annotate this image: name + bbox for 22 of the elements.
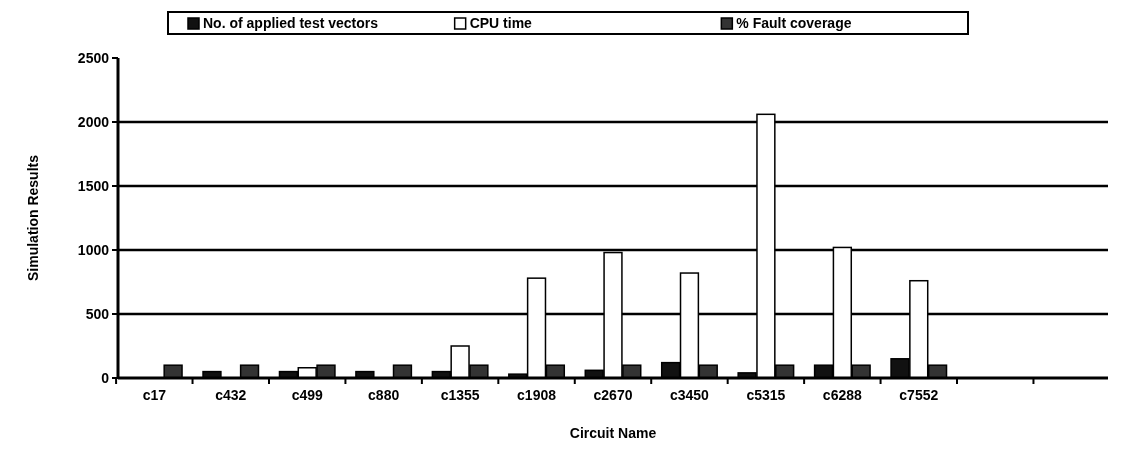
x-tick-label: c7552 [899,387,939,403]
x-tick-label: c6288 [822,387,863,403]
y-tick-label: 0 [101,369,110,386]
y-tick-label: 2000 [77,113,110,130]
legend-label: % Fault coverage [736,15,852,31]
x-tick-label: c499 [291,387,323,403]
x-axis-title: Circuit Name [569,425,657,441]
y-tick-label: 1500 [77,177,110,194]
y-tick-label: 2500 [77,49,110,66]
y-tick-label: 1000 [77,241,110,258]
x-tick-label: c432 [215,387,247,403]
x-tick-label: c1908 [517,387,557,403]
y-axis-title: Simulation Results [25,154,41,282]
y-tick-label: 500 [85,305,110,322]
legend-label: CPU time [469,15,533,31]
x-tick-label: c5315 [746,387,786,403]
x-tick-label: c1355 [440,387,480,403]
x-tick-label: c880 [368,387,400,403]
legend-label: No. of applied test vectors [203,15,379,31]
x-tick-label: c17 [142,387,167,403]
x-tick-label: c2670 [593,387,633,403]
x-tick-label: c3450 [669,387,710,403]
